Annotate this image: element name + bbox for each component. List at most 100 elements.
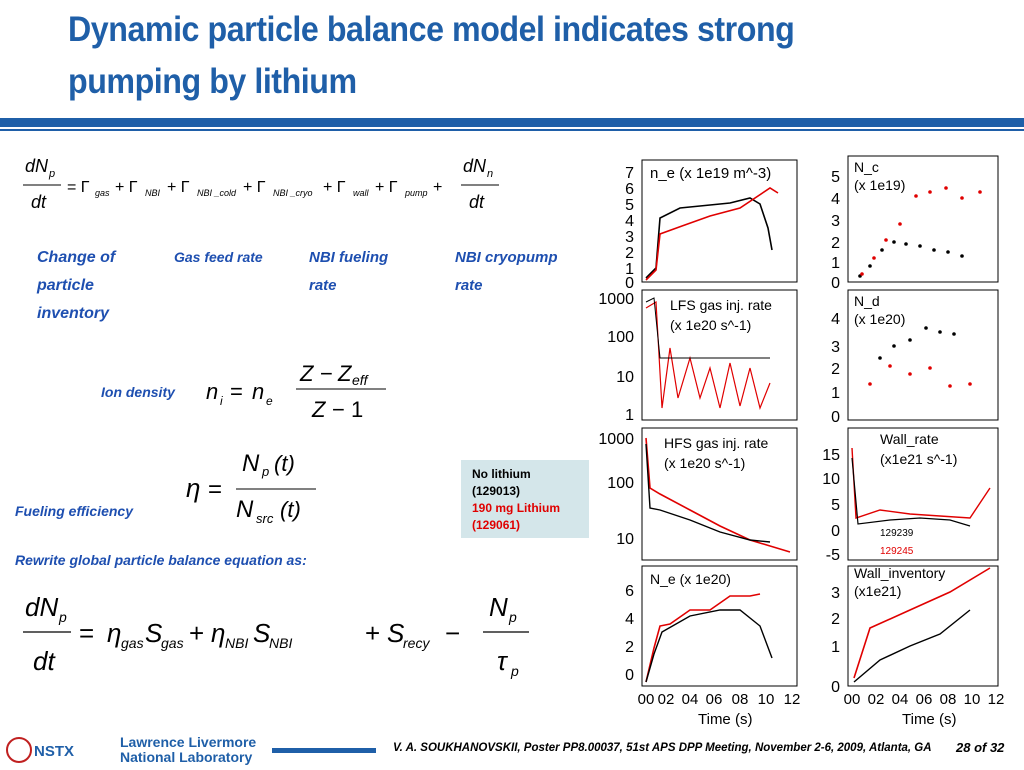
svg-text:+ Γ: + Γ [167, 179, 190, 196]
svg-text:−: − [445, 618, 460, 648]
svg-text:NSTX: NSTX [34, 743, 74, 760]
svg-text:2: 2 [625, 245, 634, 262]
svg-text:06: 06 [706, 691, 723, 708]
svg-text:129245: 129245 [880, 546, 914, 557]
svg-text:3: 3 [831, 213, 840, 230]
svg-text:dN: dN [463, 156, 487, 176]
llnl-logo: Lawrence Livermore National Laboratory [120, 735, 256, 765]
svg-text:+: + [189, 618, 204, 648]
svg-text:N: N [242, 450, 260, 477]
label-rewrite: Rewrite global particle balance equation… [15, 552, 307, 568]
svg-text:4: 4 [831, 191, 840, 208]
svg-text:gas: gas [95, 188, 110, 198]
page-title: Dynamic particle balance model indicates… [68, 10, 795, 101]
svg-text:4: 4 [831, 311, 840, 328]
svg-text:(t): (t) [280, 497, 301, 522]
svg-text:+ Γ: + Γ [243, 179, 266, 196]
svg-text:η: η [186, 473, 200, 503]
svg-text:4: 4 [625, 213, 634, 230]
svg-text:p: p [261, 464, 269, 479]
label-change-inventory: Change of particle inventory [37, 249, 116, 322]
panel-ne-title: n_e (x 1e19 m^-3) [650, 165, 771, 182]
svg-text:+ Γ: + Γ [115, 179, 138, 196]
svg-text:1000: 1000 [598, 291, 634, 308]
svg-text:N_d: N_d [854, 293, 880, 309]
svg-text:n: n [206, 379, 218, 404]
llnl-line1: Lawrence Livermore [120, 734, 257, 750]
svg-text:p: p [48, 168, 55, 180]
svg-text:(x 1e19): (x 1e19) [854, 177, 905, 193]
label-fueling-efficiency: Fueling efficiency [15, 503, 133, 519]
svg-text:2: 2 [625, 639, 634, 656]
svg-text:(x 1e20 s^-1): (x 1e20 s^-1) [664, 455, 745, 471]
svg-text:+: + [433, 179, 442, 196]
svg-text:08: 08 [732, 691, 749, 708]
svg-text:dN: dN [25, 592, 58, 622]
svg-text:n: n [252, 379, 264, 404]
svg-text:1: 1 [831, 385, 840, 402]
svg-text:i: i [220, 394, 223, 408]
svg-text:NBI: NBI [269, 635, 292, 651]
page-number: 28 of 32 [956, 740, 1005, 755]
svg-text:3: 3 [831, 339, 840, 356]
svg-text:Z: Z [311, 397, 327, 422]
svg-text:0: 0 [831, 275, 840, 292]
svg-text:N: N [236, 496, 254, 523]
svg-text:p: p [508, 609, 517, 625]
title-rule-thin [0, 129, 1024, 131]
svg-text:7: 7 [625, 165, 634, 182]
svg-text:10: 10 [964, 691, 981, 708]
svg-text:02: 02 [868, 691, 885, 708]
svg-text:4: 4 [625, 611, 634, 628]
svg-text:12: 12 [784, 691, 801, 708]
svg-text:10: 10 [616, 369, 634, 386]
svg-text:(x1e21): (x1e21) [854, 583, 901, 599]
legend-shot-129061: (129061) [472, 518, 521, 532]
svg-text:(t): (t) [274, 451, 295, 476]
svg-text:10: 10 [616, 531, 634, 548]
panel-lfs [641, 289, 798, 421]
svg-text:LFS gas inj. rate: LFS gas inj. rate [670, 297, 772, 313]
svg-text:1: 1 [831, 255, 840, 272]
svg-text:−: − [320, 361, 333, 386]
svg-text:2: 2 [831, 611, 840, 628]
svg-text:p: p [58, 609, 67, 625]
svg-text:6: 6 [625, 181, 634, 198]
svg-text:15: 15 [822, 447, 840, 464]
svg-text:+: + [365, 618, 380, 648]
svg-text:0: 0 [625, 275, 634, 292]
title-rule [0, 118, 1024, 127]
svg-text:wall: wall [353, 188, 370, 198]
panel-wall-inv [847, 565, 999, 687]
svg-text:0: 0 [831, 409, 840, 426]
nstx-logo: NSTX [4, 735, 114, 770]
panel-nd [847, 289, 999, 421]
svg-text:N: N [489, 592, 508, 622]
svg-text:1: 1 [625, 261, 634, 278]
svg-text:N_c: N_c [854, 159, 879, 175]
svg-text:1000: 1000 [598, 431, 634, 448]
svg-text:+ Γ: + Γ [323, 179, 346, 196]
svg-text:04: 04 [892, 691, 909, 708]
svg-text:5: 5 [625, 197, 634, 214]
svg-text:dN: dN [25, 156, 49, 176]
svg-text:eff: eff [352, 372, 370, 388]
x-axis-label-left: Time (s) [698, 711, 752, 728]
svg-text:e: e [266, 394, 273, 408]
nstx-logo-icon: NSTX [6, 737, 74, 763]
x-axis-label-right: Time (s) [902, 711, 956, 728]
svg-text:=: = [230, 379, 243, 404]
panel-wall-rate [847, 427, 999, 561]
svg-text:HFS gas inj. rate: HFS gas inj. rate [664, 435, 768, 451]
svg-text:NBI: NBI [145, 188, 161, 198]
svg-text:− 1: − 1 [332, 397, 363, 422]
svg-text:3: 3 [625, 229, 634, 246]
footer-rule [272, 748, 376, 753]
svg-text:0: 0 [625, 667, 634, 684]
citation: V. A. SOUKHANOVSKII, Poster PP8.00037, 5… [393, 742, 932, 754]
svg-text:N_e (x 1e20): N_e (x 1e20) [650, 571, 731, 587]
svg-text:n: n [487, 168, 493, 180]
svg-text:0: 0 [831, 679, 840, 696]
